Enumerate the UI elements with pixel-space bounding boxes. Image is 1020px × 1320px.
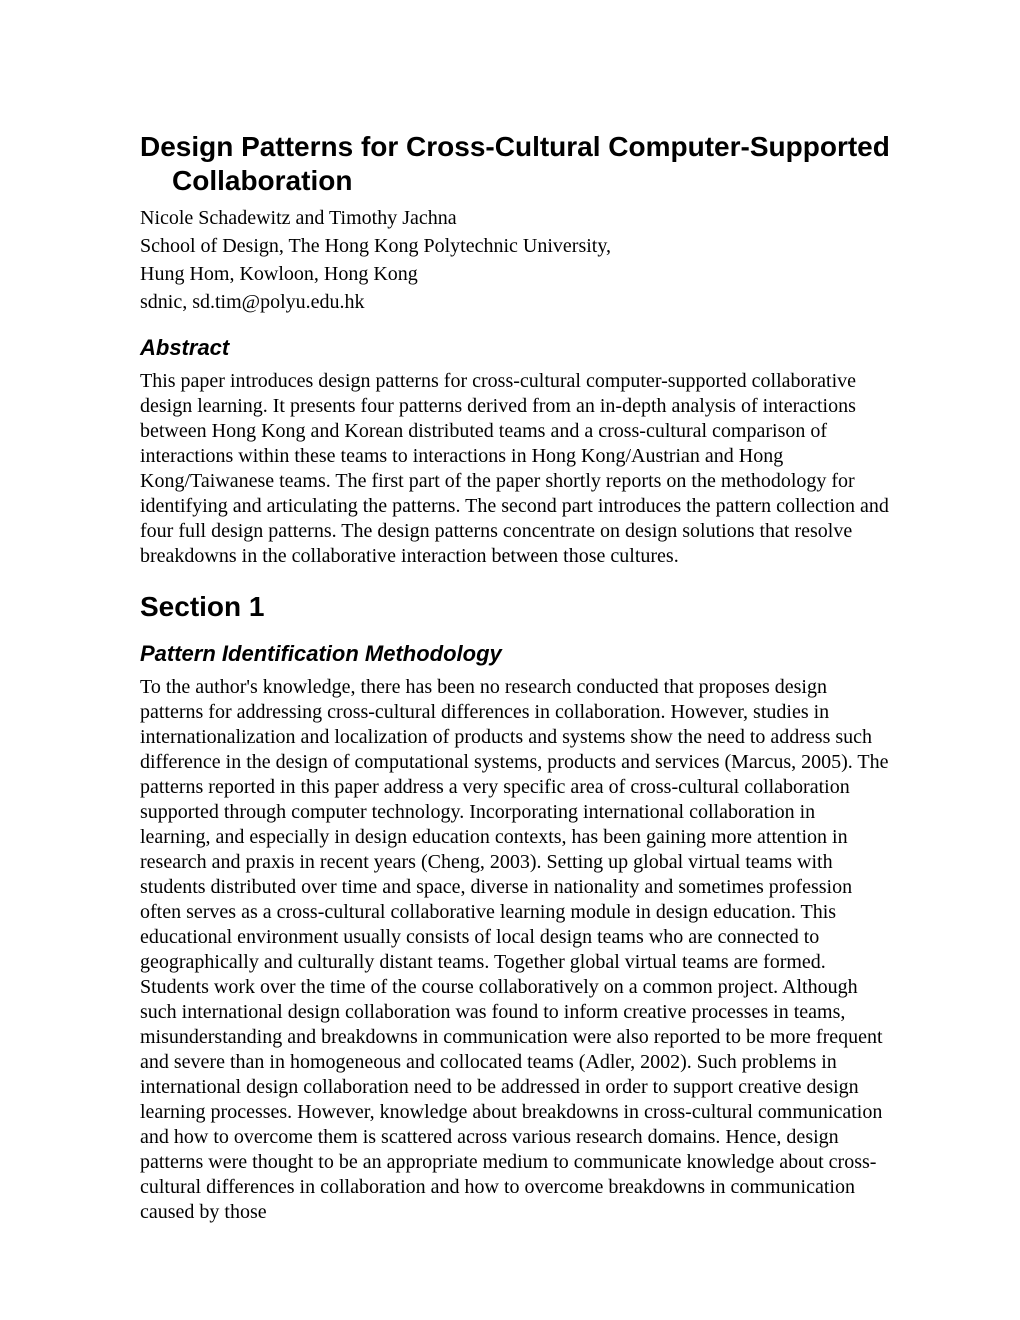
abstract-heading: Abstract [140,335,890,361]
authors-line: Nicole Schadewitz and Timothy Jachna [140,205,890,231]
abstract-text: This paper introduces design patterns fo… [140,369,890,569]
email-line: sdnic, sd.tim@polyu.edu.hk [140,289,890,315]
section-1-heading: Section 1 [140,591,890,623]
subsection-heading: Pattern Identification Methodology [140,641,890,667]
section-1-text: To the author's knowledge, there has bee… [140,675,890,1225]
location-line: Hung Hom, Kowloon, Hong Kong [140,261,890,287]
paper-title: Design Patterns for Cross-Cultural Compu… [172,130,890,197]
affiliation-line: School of Design, The Hong Kong Polytech… [140,233,890,259]
paper-page: Design Patterns for Cross-Cultural Compu… [0,0,1020,1289]
